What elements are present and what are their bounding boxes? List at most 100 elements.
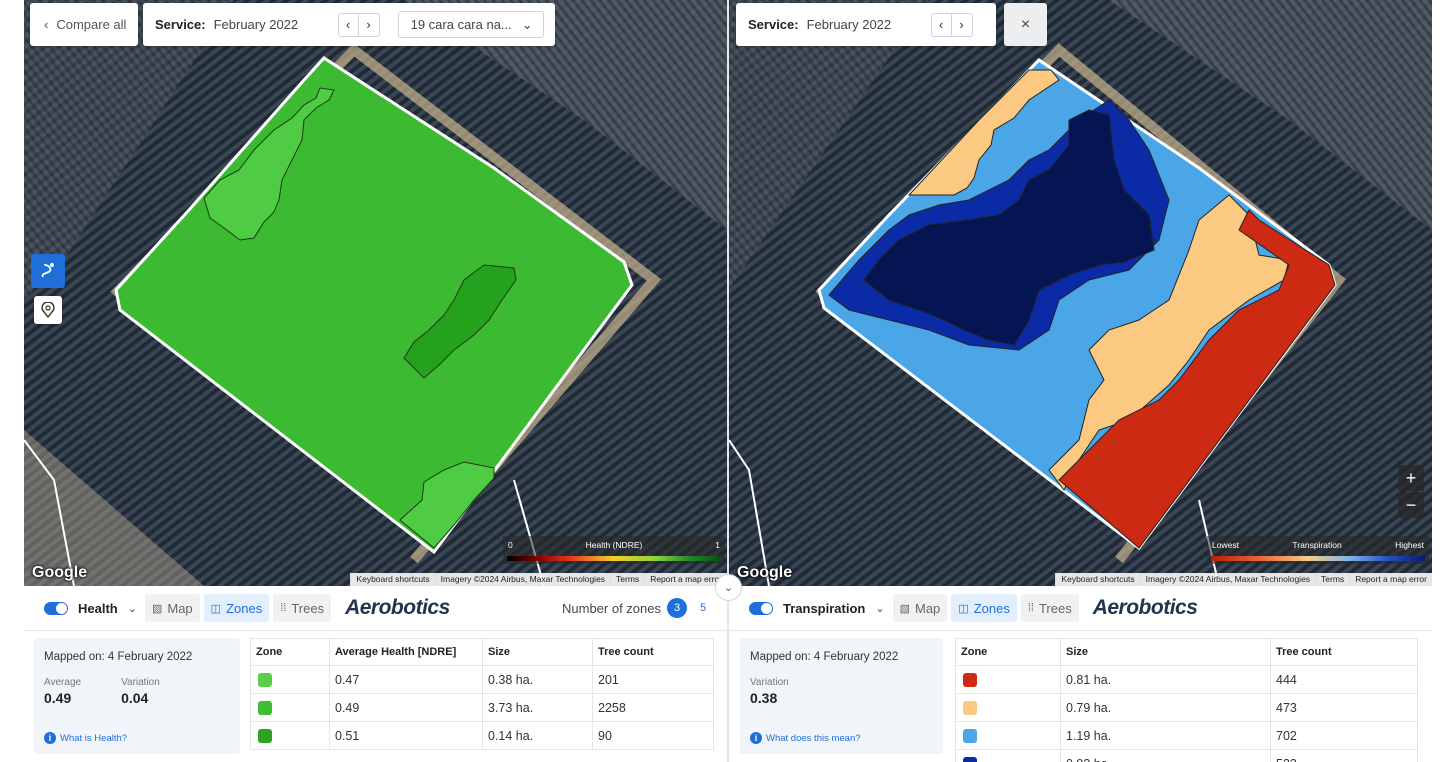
average-stat: Average 0.49 <box>44 677 81 706</box>
size-cell: 1.19 ha. <box>1060 721 1271 750</box>
size-cell: 0.38 ha. <box>482 665 593 694</box>
col-zone: Zone <box>250 638 330 666</box>
tree-count-cell: 2258 <box>592 693 714 722</box>
zone-color-swatch <box>258 728 272 743</box>
zone-cell <box>955 665 1061 694</box>
tab-label: Trees <box>291 600 325 616</box>
tab-trees[interactable]: ⁞⁞ Trees <box>1020 594 1079 622</box>
legend-min: 0 <box>508 540 513 550</box>
col-tree-count: Tree count <box>592 638 714 666</box>
stat-label: Average <box>44 677 82 688</box>
tab-trees[interactable]: ⁞⁞ Trees <box>273 594 332 622</box>
table-row[interactable]: 0.47 0.38 ha. 201 <box>250 665 714 694</box>
close-compare-button[interactable]: × <box>1004 3 1047 46</box>
zone-color-swatch <box>258 700 272 715</box>
zone-cell <box>250 693 330 722</box>
zone-low-2 <box>399 461 495 549</box>
terms-link[interactable]: Terms <box>1315 573 1350 586</box>
map-icon: ▧ <box>151 602 163 615</box>
collapse-panel-button[interactable]: ⌄ <box>715 574 742 601</box>
zone-color-swatch <box>963 728 977 743</box>
tab-label: Trees <box>1038 600 1072 616</box>
next-date-button[interactable]: › <box>366 17 371 32</box>
layer-name[interactable]: Transpiration <box>783 600 866 616</box>
route-tool-button[interactable] <box>31 254 65 288</box>
tab-label: Map <box>914 600 941 616</box>
table-row[interactable]: 0.51 0.14 ha. 90 <box>250 721 714 750</box>
tab-label: Zones <box>973 600 1010 616</box>
zoom-in-button[interactable]: + <box>1398 465 1424 491</box>
legend-gradient <box>507 556 721 561</box>
compare-all-button[interactable]: ‹ Compare all <box>30 3 138 46</box>
table-row[interactable]: 0.93 ha.533 <box>955 749 1418 762</box>
keyboard-shortcuts-link[interactable]: Keyboard shortcuts <box>1055 573 1140 586</box>
tab-label: Map <box>167 600 193 616</box>
report-error-link[interactable]: Report a map error <box>644 573 727 586</box>
report-error-link[interactable]: Report a map error <box>1349 573 1432 586</box>
service-label: Service: <box>155 17 206 32</box>
zone-cell <box>250 721 330 750</box>
tab-map[interactable]: ▧ Map <box>892 594 948 622</box>
satellite-imagery <box>24 0 727 586</box>
tab-zones[interactable]: ◫ Zones <box>951 594 1017 622</box>
tree-count-cell: 90 <box>592 721 714 750</box>
help-label: What does this mean? <box>766 732 861 744</box>
zone-cell <box>955 749 1061 762</box>
zones-table: Zone Average Health [NDRE] Size Tree cou… <box>250 638 714 750</box>
double-chevron-down-icon: ⌄ <box>723 582 734 594</box>
table-row[interactable]: 0.81 ha. 444 <box>955 665 1418 694</box>
terms-link[interactable]: Terms <box>610 573 645 586</box>
zone-cell <box>955 721 1061 750</box>
prev-date-button[interactable]: ‹ <box>932 13 952 36</box>
imagery-credit: Imagery ©2024 Airbus, Maxar Technologies <box>434 573 611 586</box>
zone-orange-top <box>907 69 1060 196</box>
layer-name[interactable]: Health <box>78 600 118 616</box>
tab-map[interactable]: ▧ Map <box>144 594 200 622</box>
zone-navy <box>863 109 1155 346</box>
next-date-button[interactable]: › <box>959 17 964 32</box>
table-row[interactable]: 0.79 ha. 473 <box>955 693 1418 722</box>
satellite-imagery <box>729 0 1432 586</box>
layer-toggle[interactable] <box>749 601 773 615</box>
help-link[interactable]: i What is Health? <box>44 732 127 744</box>
layer-toolbar: Health ⌄ ▧ Map ◫ Zones ⁞⁞ Trees Aeroboti… <box>24 586 727 631</box>
brand-logo: Aerobotics <box>1092 596 1198 619</box>
pin-tool-button[interactable] <box>34 296 62 324</box>
mapped-on: Mapped on: 4 February 2022 <box>44 651 193 663</box>
chevron-down-icon[interactable]: ⌄ <box>127 602 137 615</box>
health-map[interactable]: Google 0 Health (NDRE) 1 Keyboard shortc… <box>24 0 727 586</box>
grid-dots-icon: ⁞⁞ <box>1027 602 1034 614</box>
help-link[interactable]: i What does this mean? <box>750 732 861 744</box>
zone-color-swatch <box>963 700 977 715</box>
legend-label: Transpiration <box>1292 540 1342 550</box>
transpiration-map[interactable]: Google Lowest Transpiration Highest Keyb… <box>729 0 1432 586</box>
service-date[interactable]: February 2022 <box>213 17 299 32</box>
zones-label: Number of zones <box>562 600 661 616</box>
tab-label: Zones <box>226 600 263 616</box>
tree-count-cell: 702 <box>1270 721 1418 750</box>
table-row[interactable]: 0.49 3.73 ha. 2258 <box>250 693 714 722</box>
zones-option-3[interactable]: 3 <box>667 598 687 618</box>
service-date[interactable]: February 2022 <box>806 17 892 32</box>
keyboard-shortcuts-link[interactable]: Keyboard shortcuts <box>350 573 435 586</box>
tree-count-cell: 473 <box>1270 693 1418 722</box>
legend-max: 1 <box>715 540 720 550</box>
average-health-cell: 0.51 <box>329 721 483 750</box>
tab-zones[interactable]: ◫ Zones <box>203 594 270 622</box>
mapped-on: Mapped on: 4 February 2022 <box>750 651 899 663</box>
date-stepper: ‹ › <box>930 12 973 37</box>
zones-option-5[interactable]: 5 <box>693 598 713 618</box>
chevron-down-icon[interactable]: ⌄ <box>875 602 885 615</box>
layer-toggle[interactable] <box>44 601 68 615</box>
table-row[interactable]: 1.19 ha. 702 <box>955 721 1418 750</box>
map-icon: ▧ <box>899 602 910 615</box>
block-select[interactable]: 19 cara cara na... ⌄ <box>397 11 544 38</box>
imagery-credit: Imagery ©2024 Airbus, Maxar Technologies <box>1139 573 1316 586</box>
zoom-out-button[interactable]: − <box>1398 492 1424 518</box>
zone-cell <box>250 665 330 694</box>
size-cell: 0.93 ha. <box>1060 749 1271 762</box>
stat-label: Variation <box>750 677 789 688</box>
prev-date-button[interactable]: ‹ <box>339 13 359 36</box>
info-icon: i <box>44 732 56 744</box>
